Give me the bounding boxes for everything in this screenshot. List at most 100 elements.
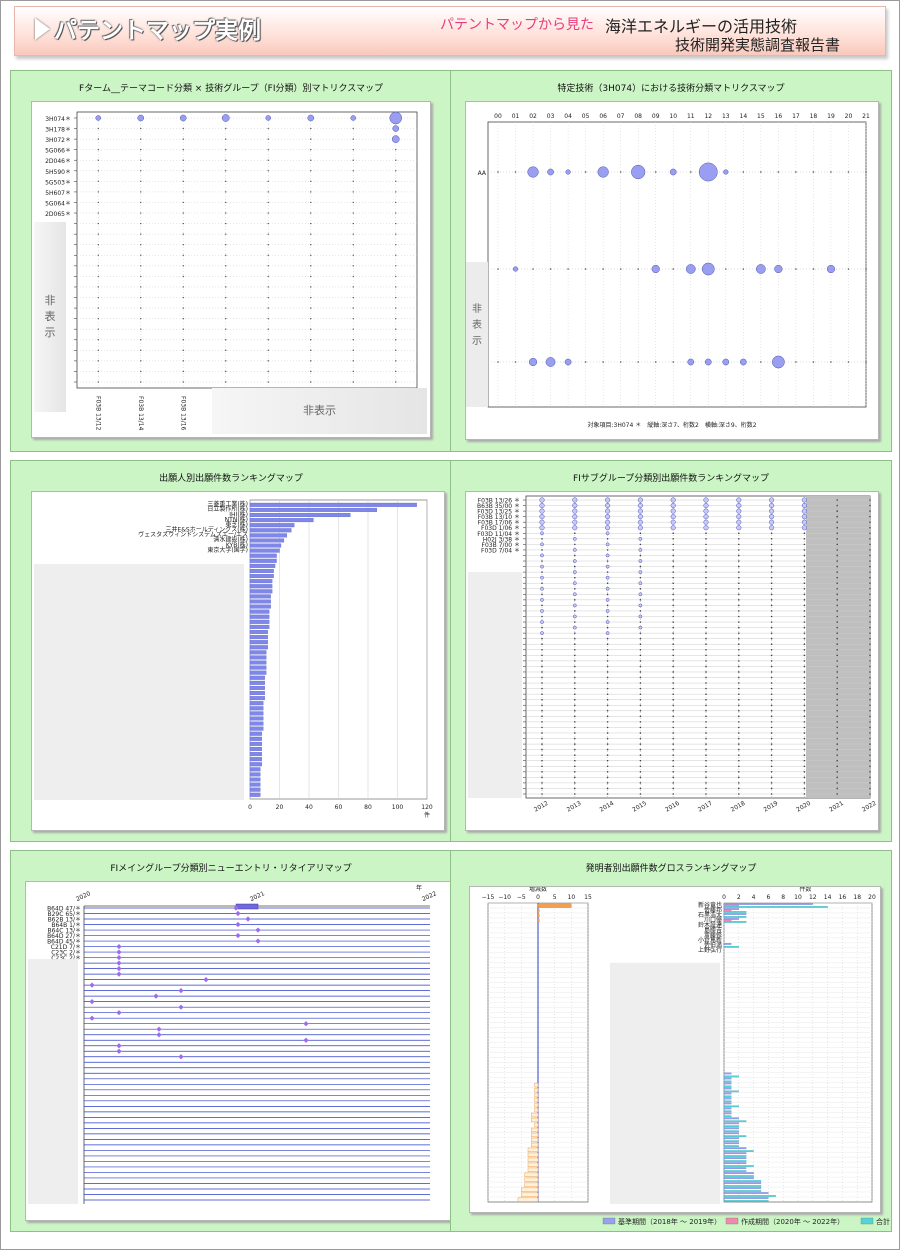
dot: [225, 286, 227, 288]
x-tick-label: 14: [824, 894, 832, 901]
row-label: F03D 13/25 ＊: [477, 509, 520, 516]
bubble: [869, 726, 871, 729]
plot-frame: [76, 111, 418, 389]
dot: [352, 381, 354, 383]
dot: [267, 370, 269, 373]
bubble: [541, 787, 543, 790]
bubble: [770, 593, 773, 596]
x-tick-label: 60: [335, 804, 343, 811]
bubble: [738, 743, 740, 745]
bubble: [307, 114, 315, 122]
dot: [97, 349, 99, 352]
bubble: [801, 519, 807, 525]
axis-label: 件数: [799, 887, 811, 893]
panel-fterm-matrix: Fターム__テーマコード分類 × 技術グループ（FI分類）別マトリクスマップ 3…: [10, 70, 452, 452]
bubble: [705, 565, 707, 568]
bubble: [639, 737, 642, 740]
dot: [140, 265, 142, 267]
bubble: [606, 732, 609, 734]
bubble: [869, 582, 871, 585]
x-tick-label: 07: [617, 113, 625, 120]
x-tick-label: 6: [766, 894, 770, 901]
hidden-rows-block: [610, 962, 720, 1204]
bubble: [705, 793, 707, 795]
bubble: [770, 648, 773, 651]
row-label: 5G064＊: [45, 200, 71, 207]
bubble: [639, 793, 642, 795]
x-tick-label: 20: [845, 113, 853, 120]
dot: [310, 339, 312, 341]
bubble: [869, 515, 871, 518]
bubble: [606, 793, 609, 795]
total-bar: [723, 1180, 762, 1182]
bubble: [836, 732, 838, 734]
bubble: [606, 687, 609, 690]
diff-bar: [534, 1082, 539, 1088]
bubble: [836, 759, 838, 762]
chart-area: −15 −10 −5 0 5 10 15 増減数 0 2 4 6 8 10 12 14 16 18 20 件数 新谷竜也…: [469, 885, 881, 1213]
bubble: [869, 665, 871, 668]
row-label: C23C 2/＊: [51, 950, 81, 957]
bubble: [836, 576, 838, 579]
bubble: [836, 526, 838, 529]
bubble: [770, 665, 773, 668]
bubble: [541, 793, 543, 795]
x-tick-label: 16: [775, 113, 783, 120]
bubble: [869, 660, 871, 662]
bar: [249, 619, 270, 624]
bubble: [606, 538, 609, 540]
bubble: [606, 648, 609, 651]
bubble: [574, 693, 576, 695]
bubble: [639, 782, 642, 784]
dot: [225, 360, 227, 362]
bubble: [703, 508, 709, 514]
bubble: [836, 654, 838, 657]
bubble: [738, 632, 740, 634]
diamond-mark: [303, 1037, 309, 1043]
dot: [637, 361, 639, 363]
total-bar: [723, 906, 828, 908]
category-label: 三菱重工業(株): [207, 500, 248, 508]
bubble: [769, 508, 775, 514]
dot: [225, 191, 227, 193]
dot: [395, 381, 397, 383]
dot: [182, 296, 184, 299]
dot: [267, 349, 269, 352]
bubble: [637, 497, 643, 503]
dot: [225, 339, 227, 341]
diamond-mark: [116, 954, 122, 961]
bubble: [540, 609, 544, 613]
dot: [140, 127, 142, 130]
bubble: [756, 264, 766, 274]
bubble: [574, 637, 576, 640]
category-label: 佐藤邦: [704, 906, 722, 914]
base-bar: [723, 908, 739, 910]
bubble: [803, 682, 806, 684]
bubble: [770, 610, 773, 612]
bubble: [541, 726, 543, 729]
dot: [140, 159, 142, 161]
bubble: [639, 709, 642, 712]
report-subtitle-2: 技術開発実態調査報告書: [675, 36, 841, 54]
panel-applicant-ranking: 出願人別出願件数ランキングマップ 0 20 40 60 80 100 120 件 三菱重工業(株…: [10, 460, 452, 842]
dot: [619, 171, 622, 173]
bubble: [672, 787, 674, 790]
diff-bar: [527, 1157, 539, 1162]
diff-bar: [538, 908, 540, 913]
bubble: [705, 759, 707, 762]
diamond-mark: [116, 971, 122, 977]
total-bar: [723, 1145, 739, 1147]
dot: [140, 307, 142, 309]
bubble: [770, 793, 773, 795]
bubble: [574, 743, 576, 745]
base-bar: [723, 1132, 739, 1135]
bubble: [574, 676, 576, 679]
bubble: [639, 632, 642, 634]
bubble: [705, 698, 707, 701]
inventor-legend: 基準期間（2018年 ～ 2019年） 作成期間（2020年 ～ 2022年） 合計: [602, 1217, 890, 1226]
total-bar: [723, 1140, 739, 1142]
dot: [267, 127, 269, 130]
bubble: [738, 793, 740, 795]
bubble: [639, 765, 642, 768]
base-bar: [723, 1162, 747, 1164]
